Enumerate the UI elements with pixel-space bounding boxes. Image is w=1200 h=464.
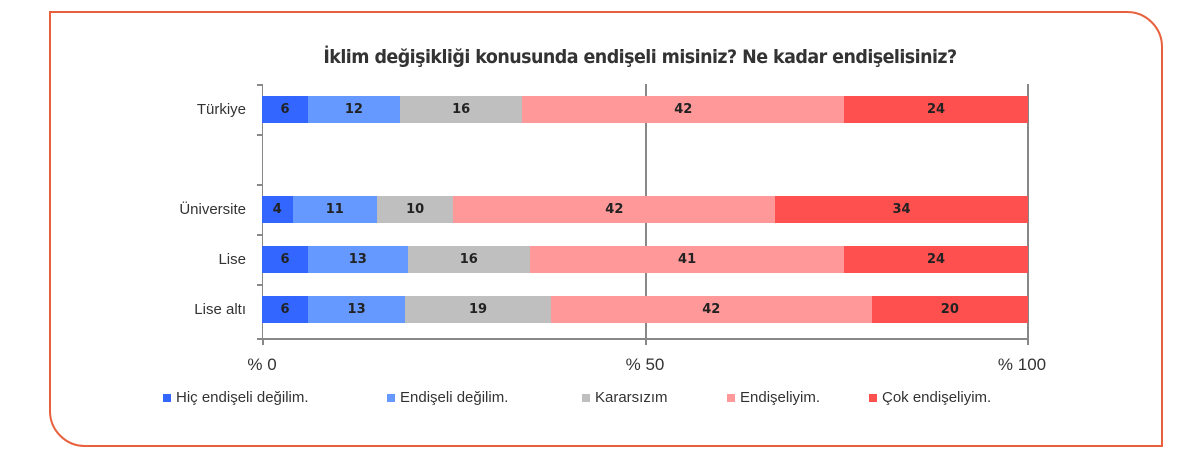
y-tick <box>257 184 262 186</box>
legend-swatch-icon <box>163 393 171 402</box>
chart-frame <box>49 11 1163 447</box>
legend-item-cok-endiseliyim: Çok endişeliyim. <box>869 389 991 406</box>
legend-item-kararsizim: Kararsızım <box>582 389 668 406</box>
chart-title: İklim değişikliği konusunda endişeli mis… <box>323 46 957 68</box>
legend-label: Kararsızım <box>595 389 668 406</box>
category-label-universite: Üniversite <box>179 201 246 218</box>
legend-swatch-icon <box>727 393 735 402</box>
segment-cok-endiseliyim: 34 <box>775 196 1028 223</box>
segment-endiseliyim: 41 <box>530 246 845 273</box>
x-tick <box>262 338 264 345</box>
segment-endiseliyim: 42 <box>453 196 776 223</box>
segment-kararsizim: 19 <box>405 296 551 323</box>
legend-swatch-icon <box>387 393 395 402</box>
segment-endiseli-degilim: 11 <box>292 196 377 223</box>
legend-item-hic-endiseli-degilim: Hiç endişeli değilim. <box>163 389 309 406</box>
bar-lise: 6 13 16 41 24 <box>262 246 1028 273</box>
segment-endiseliyim: 42 <box>522 96 845 123</box>
bar-lise-alti: 6 13 19 42 20 <box>262 296 1028 323</box>
legend-item-endiseli-degilim: Endişeli değilim. <box>387 389 508 406</box>
legend-label: Hiç endişeli değilim. <box>176 389 309 406</box>
segment-hic-endiseli-degilim: 6 <box>262 296 308 323</box>
legend-label: Endişeli değilim. <box>400 389 509 406</box>
bar-universite: 4 11 10 42 34 <box>262 196 1028 223</box>
segment-cok-endiseliyim: 24 <box>844 246 1028 273</box>
x-tick-label-100: % 100 <box>997 355 1047 374</box>
segment-endiseliyim: 42 <box>550 296 872 323</box>
category-label-lise: Lise <box>218 251 246 268</box>
x-tick-label-0: % 0 <box>247 355 277 374</box>
x-tick <box>645 338 647 345</box>
legend-label: Endişeliyim. <box>740 389 821 406</box>
segment-kararsizim: 16 <box>407 246 531 273</box>
segment-endiseli-degilim: 13 <box>307 296 406 323</box>
y-tick <box>257 134 262 136</box>
segment-kararsizim: 16 <box>399 96 523 123</box>
legend-swatch-icon <box>869 393 877 402</box>
y-tick <box>257 284 262 286</box>
segment-hic-endiseli-degilim: 6 <box>262 96 308 123</box>
segment-hic-endiseli-degilim: 4 <box>262 196 293 223</box>
category-label-turkiye: Türkiye <box>196 101 246 118</box>
x-tick-label-50: % 50 <box>625 355 665 374</box>
y-tick <box>257 84 262 86</box>
bar-turkiye: 6 12 16 42 24 <box>262 96 1028 123</box>
x-axis <box>257 338 1029 340</box>
legend-label: Çok endişeliyim. <box>882 389 992 406</box>
legend-item-endiseliyim: Endişeliyim. <box>727 389 820 406</box>
legend-swatch-icon <box>582 393 590 402</box>
x-tick <box>1027 338 1029 345</box>
segment-cok-endiseliyim: 24 <box>844 96 1028 123</box>
category-label-lise-alti: Lise altı <box>194 301 246 318</box>
segment-endiseli-degilim: 13 <box>307 246 408 273</box>
segment-endiseli-degilim: 12 <box>307 96 400 123</box>
segment-cok-endiseliyim: 20 <box>871 296 1028 323</box>
segment-kararsizim: 10 <box>376 196 454 223</box>
y-tick <box>257 234 262 236</box>
segment-hic-endiseli-degilim: 6 <box>262 246 308 273</box>
